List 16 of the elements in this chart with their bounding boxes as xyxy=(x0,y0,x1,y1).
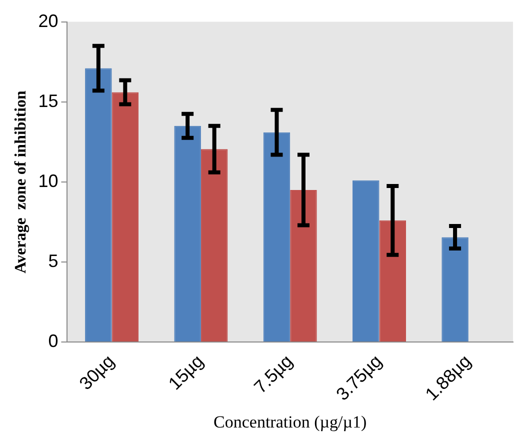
bar xyxy=(352,180,380,342)
y-tick-label: 5 xyxy=(48,251,58,272)
y-tick-label: 20 xyxy=(38,10,58,31)
bar xyxy=(290,190,317,342)
bar xyxy=(112,92,139,342)
bar xyxy=(85,68,112,342)
x-axis-title: Concentration (µg/µ1) xyxy=(214,412,367,432)
bar xyxy=(379,220,406,342)
y-tick-label: 10 xyxy=(38,170,58,191)
bar xyxy=(200,149,228,342)
bar xyxy=(174,126,201,342)
y-axis-title: Average zone of inhibition xyxy=(12,90,30,274)
y-tick-label: 15 xyxy=(38,90,58,111)
bar xyxy=(263,132,290,342)
y-tick-label: 0 xyxy=(48,331,58,352)
bar xyxy=(442,237,468,342)
